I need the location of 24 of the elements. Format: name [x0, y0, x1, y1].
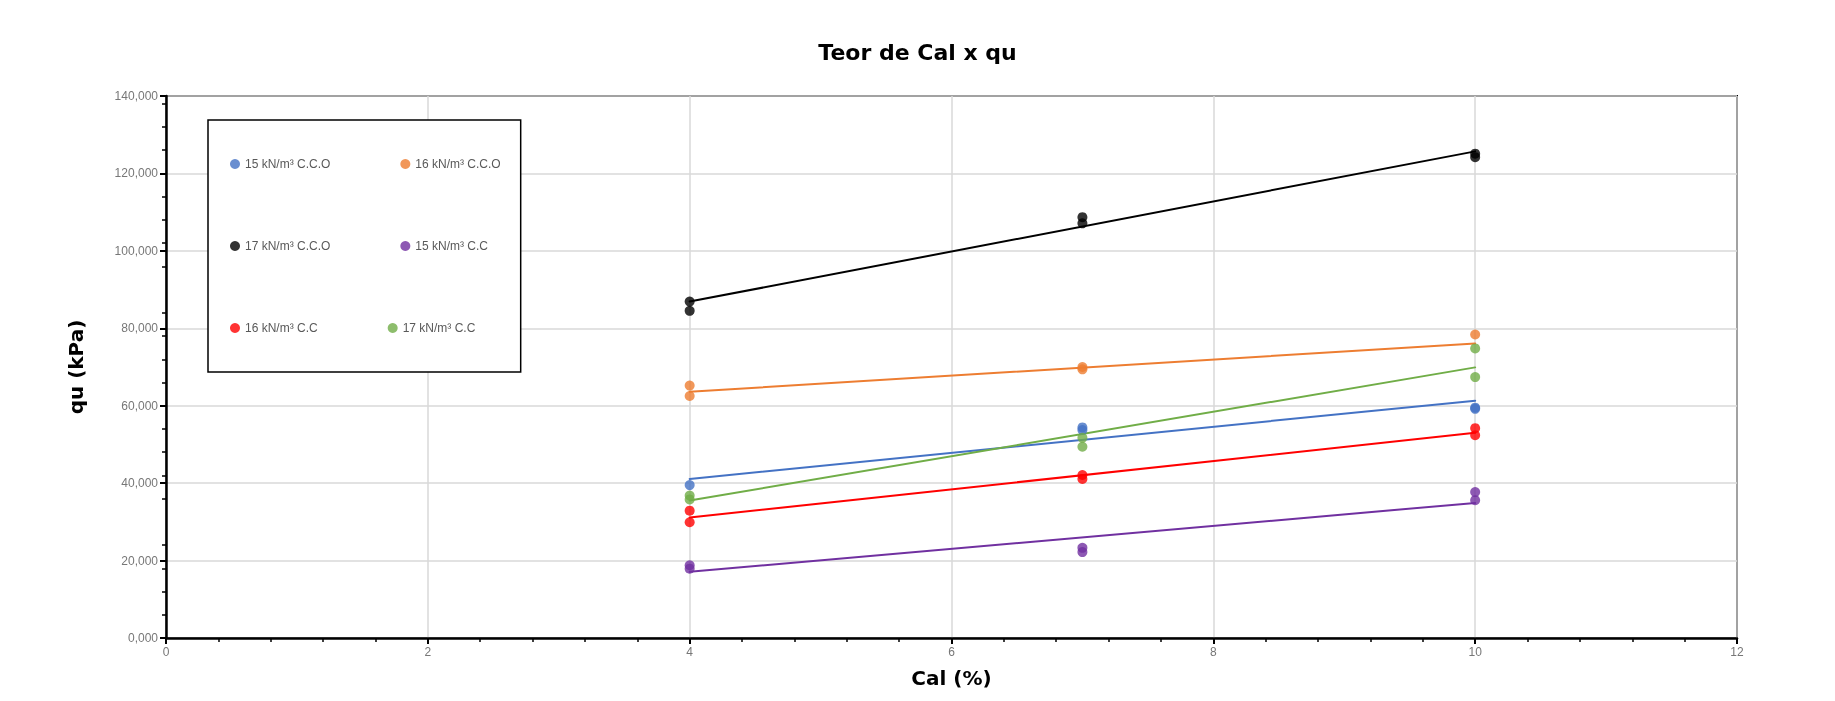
y-tick-label: 20,000	[121, 553, 159, 568]
y-tick-label: 40,000	[121, 476, 159, 491]
x-tick-label: 6	[948, 645, 956, 659]
legend-label: 17 kN/m³ C.C.O	[245, 239, 331, 253]
x-tick-label: 0	[162, 645, 170, 659]
legend-label: 16 kN/m³ C.C	[245, 321, 319, 335]
y-tick-label: 100,000	[114, 243, 159, 258]
x-tick-label: 2	[424, 645, 432, 659]
y-axis-title: qu (kPa)	[64, 319, 88, 415]
legend-label: 17 kN/m³ C.C	[402, 321, 476, 335]
y-tick-label: 80,000	[121, 321, 159, 336]
legend-label: 15 kN/m³ C.C	[415, 239, 489, 253]
chart-title: Teor de Cal x qu	[818, 39, 1017, 65]
x-axis-title: Cal (%)	[911, 666, 992, 690]
y-tick-label: 60,000	[121, 398, 159, 413]
y-tick-label: 120,000	[114, 166, 159, 181]
x-tick-label: 10	[1468, 645, 1483, 659]
legend-label: 15 kN/m³ C.C.O	[245, 157, 331, 171]
x-tick-label: 4	[686, 645, 694, 659]
y-tick-label: 140,000	[114, 89, 159, 103]
y-tick-label: 0,000	[127, 631, 159, 645]
x-tick-label: 8	[1209, 645, 1217, 659]
legend-label: 16 kN/m³ C.C.O	[415, 157, 501, 171]
x-tick-label: 12	[1730, 645, 1744, 659]
